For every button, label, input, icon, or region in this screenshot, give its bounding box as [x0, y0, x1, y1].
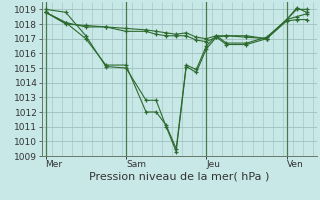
X-axis label: Pression niveau de la mer( hPa ): Pression niveau de la mer( hPa )	[89, 172, 269, 182]
